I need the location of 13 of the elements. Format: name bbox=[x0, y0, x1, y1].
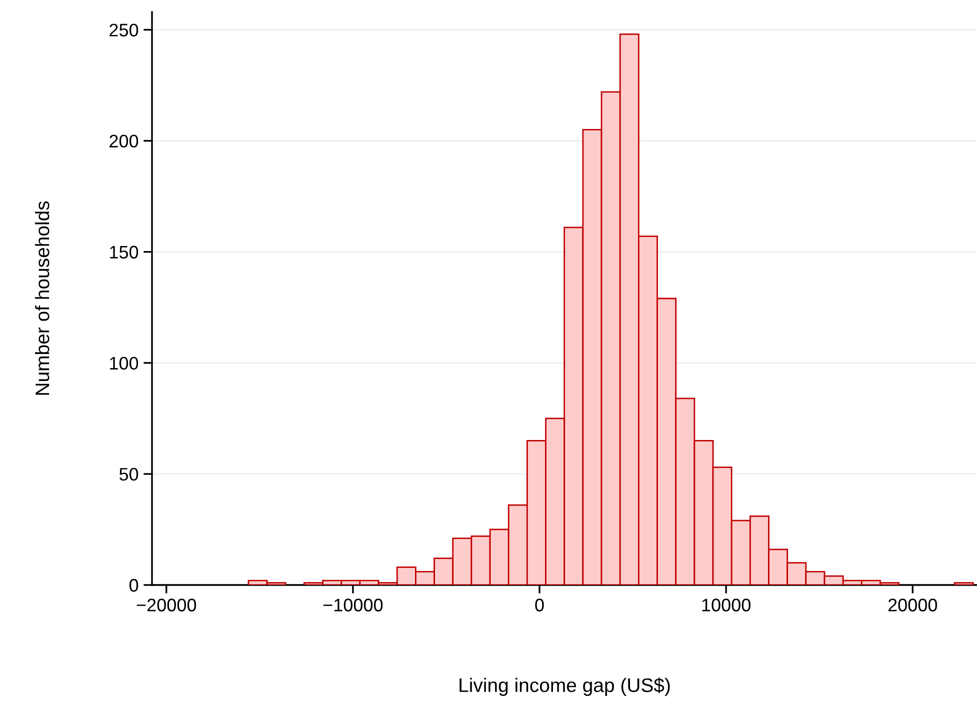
y-tick-label: 0 bbox=[129, 578, 138, 592]
x-tick-label: −20000 bbox=[136, 598, 196, 612]
x-tick-label: 0 bbox=[535, 598, 544, 612]
x-tick-label: 20000 bbox=[888, 598, 938, 612]
x-tick-label: 10000 bbox=[702, 598, 750, 612]
y-tick-label: 150 bbox=[110, 246, 138, 259]
y-tick-label: 100 bbox=[110, 356, 138, 370]
y-axis-title: Number of households bbox=[35, 201, 50, 395]
y-tick-label: 50 bbox=[119, 468, 138, 481]
x-axis-title: Living income gap (US$) bbox=[460, 678, 670, 696]
x-tick-label: −10000 bbox=[323, 598, 383, 612]
y-tick-label: 200 bbox=[110, 134, 138, 148]
y-tick-label: 250 bbox=[110, 24, 138, 36]
